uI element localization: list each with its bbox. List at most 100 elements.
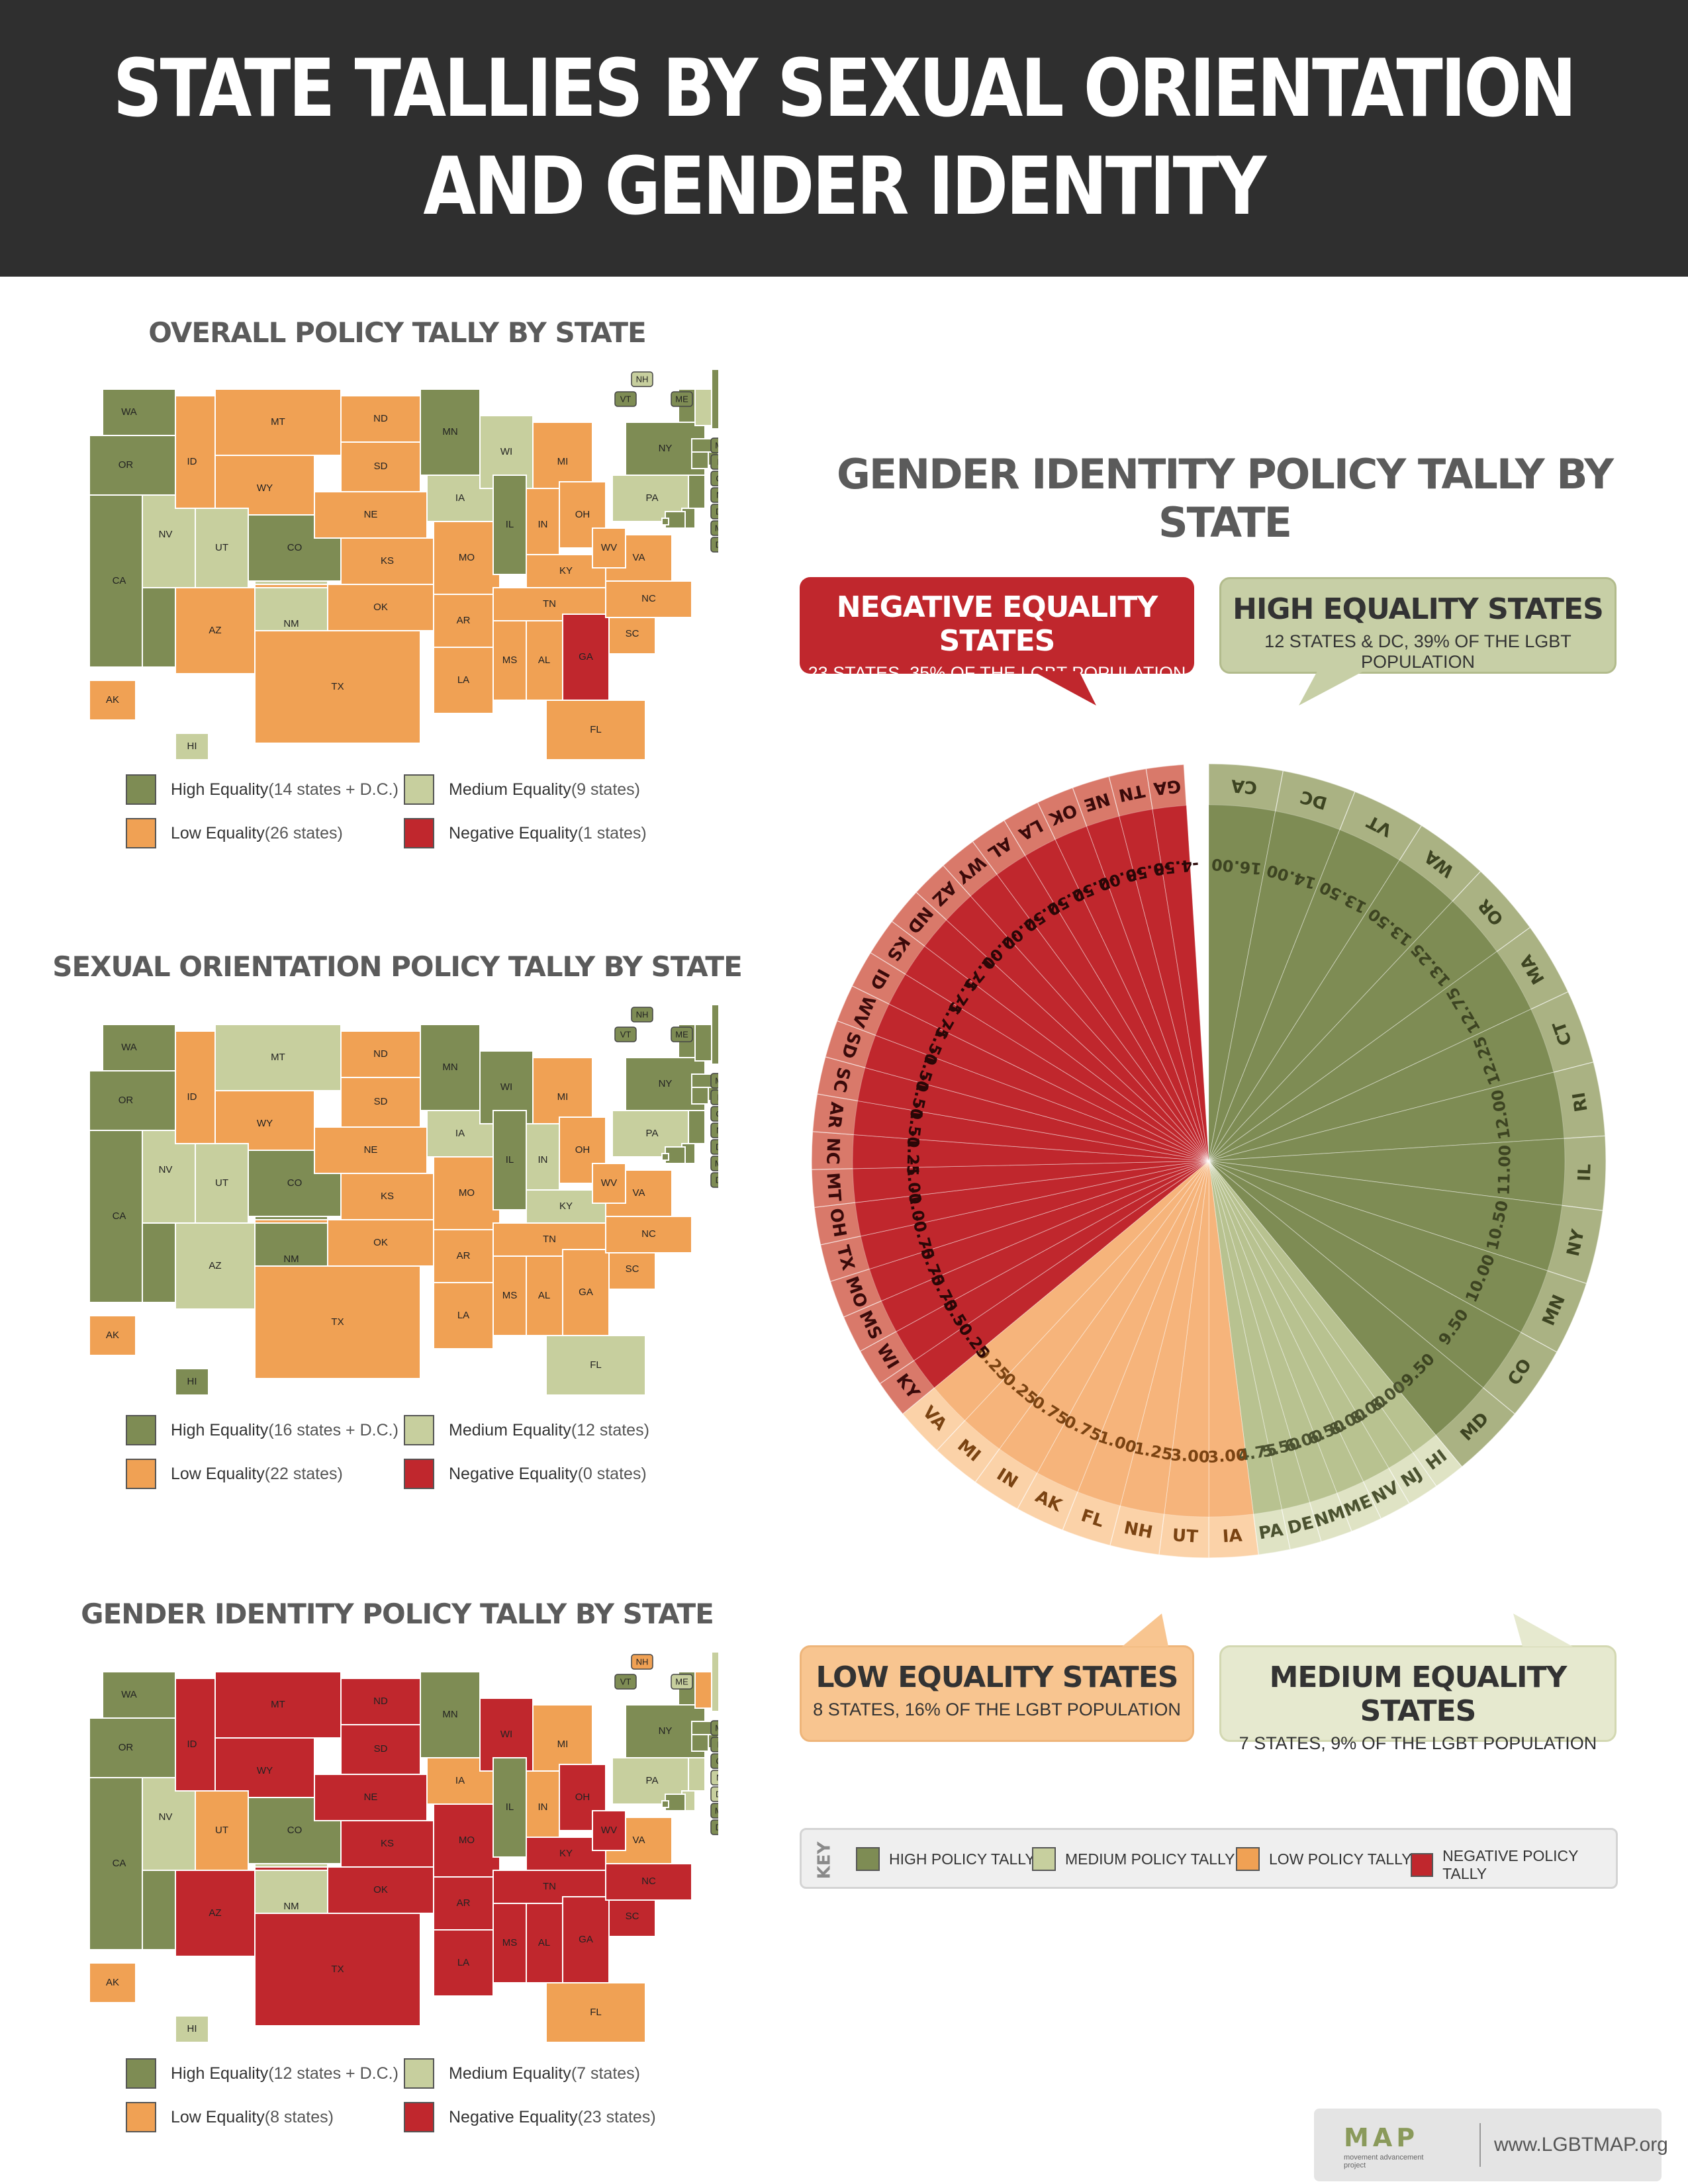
state-label-ca: CA	[113, 575, 126, 586]
state-mo	[433, 521, 500, 595]
state-label-wi: WI	[500, 446, 512, 457]
state-label-sd: SD	[374, 1096, 388, 1107]
state-label-fl: FL	[590, 2007, 602, 2018]
state-ne	[314, 491, 428, 539]
state-tag-box-ma	[710, 1073, 718, 1089]
state-mn	[420, 1671, 481, 1758]
pie-value-label-ut: 3.00	[1170, 1445, 1211, 1467]
state-nj	[688, 1757, 706, 1792]
state-nd	[340, 1030, 421, 1078]
state-nh	[694, 1671, 712, 1709]
state-mo	[433, 1156, 500, 1230]
state-label-mi: MI	[557, 1091, 569, 1103]
state-label-co: CO	[287, 542, 303, 553]
state-label-ne: NE	[364, 1144, 378, 1156]
state-tag-ma: MA	[715, 1075, 718, 1085]
state-ms	[492, 1255, 527, 1336]
pie-value-label-il: 11.00	[1495, 1145, 1515, 1196]
state-ok	[254, 584, 328, 588]
state-tag-nh: NH	[636, 374, 649, 384]
state-tag-me: ME	[675, 394, 688, 404]
legend-label: Low Equality	[171, 1464, 265, 1483]
state-tag-box-me	[671, 391, 693, 407]
state-tag-ri: RI	[718, 1092, 719, 1102]
state-ga	[562, 1249, 610, 1336]
state-label-la: LA	[457, 1957, 469, 1968]
state-label-ne: NE	[364, 509, 378, 520]
state-label-ms: MS	[502, 655, 518, 666]
state-tag-box-ri	[710, 454, 718, 470]
state-ar	[433, 1876, 494, 1931]
legend-label: Negative Equality	[449, 823, 578, 842]
legend-item-negative-equality: Negative Equality (23 states)	[404, 2102, 656, 2132]
legend-label: Medium Equality	[449, 2064, 571, 2083]
state-in	[526, 1770, 560, 1844]
legend-label: Low Equality	[171, 823, 265, 842]
state-label-fl: FL	[590, 724, 602, 735]
state-tag-de: DE	[716, 506, 718, 516]
state-tag-md: MD	[715, 523, 718, 533]
state-me	[711, 1651, 718, 1712]
page-title-line-2: AND GENDER IDENTITY	[423, 141, 1267, 233]
state-label-fl: FL	[590, 1359, 602, 1371]
state-label-wy: WY	[257, 1118, 273, 1129]
state-label-co: CO	[287, 1177, 303, 1189]
state-label-nv: NV	[159, 529, 173, 540]
state-label-wa: WA	[121, 1042, 137, 1053]
map-title-sexual-orientation: SEXUAL ORIENTATION POLICY TALLY BY STATE	[52, 950, 743, 983]
state-mn	[420, 388, 481, 476]
state-label-id: ID	[187, 456, 197, 467]
pie-state-label-ut: UT	[1172, 1525, 1199, 1547]
state-label-al: AL	[538, 1937, 550, 1948]
state-tag-md: MD	[715, 1805, 718, 1815]
legend-count: (8 states)	[264, 2107, 334, 2126]
state-tag-box-md	[710, 1156, 718, 1171]
legend-label: Negative Equality	[449, 1464, 578, 1483]
state-label-ny: NY	[659, 443, 673, 454]
state-ok	[327, 584, 434, 631]
legend-item-negative-equality: Negative Equality (0 states)	[404, 1459, 647, 1489]
state-label-al: AL	[538, 655, 550, 666]
state-label-la: LA	[457, 1310, 469, 1321]
state-label-ok: OK	[373, 1884, 388, 1895]
state-label-ga: GA	[579, 651, 593, 662]
website-link[interactable]: www.LGBTMAP.org	[1494, 2134, 1668, 2156]
legend-item-high-equality: High Equality (14 states + D.C.)	[126, 774, 399, 805]
state-nj	[688, 475, 706, 509]
legend-swatch	[404, 2058, 434, 2089]
state-sc	[608, 1896, 656, 1937]
state-label-mn: MN	[442, 1062, 457, 1073]
state-label-id: ID	[187, 1739, 197, 1750]
legend-swatch	[404, 818, 434, 848]
state-label-ga: GA	[579, 1934, 593, 1945]
callout-low-pointer	[1122, 1614, 1168, 1647]
state-ak	[89, 680, 136, 721]
state-label-ok: OK	[373, 602, 388, 613]
state-label-sc: SC	[626, 1911, 639, 1922]
state-tx	[254, 1265, 421, 1379]
state-tag-dc: DC	[716, 1822, 718, 1832]
legend-swatch	[126, 1459, 156, 1489]
state-ct	[691, 451, 709, 469]
state-label-nm: NM	[283, 618, 299, 629]
state-dc	[661, 1800, 669, 1808]
state-label-va: VA	[633, 1187, 645, 1199]
state-ok	[327, 1866, 434, 1914]
state-label-mi: MI	[557, 456, 569, 467]
pie-state-label-mt: MT	[822, 1172, 844, 1203]
state-nh	[694, 1024, 712, 1062]
state-label-nc: NC	[641, 593, 656, 604]
state-label-ia: IA	[455, 1775, 465, 1786]
key-label-medium: MEDIUM POLICY TALLY	[1065, 1850, 1235, 1868]
callout-high-title: HIGH EQUALITY STATES	[1233, 592, 1604, 626]
state-label-ar: AR	[457, 1250, 471, 1261]
state-tag-box-dc	[710, 537, 718, 553]
state-label-mo: MO	[459, 1187, 475, 1199]
state-tag-box-nh	[631, 371, 653, 387]
state-ga	[562, 1896, 610, 1983]
legend-count: (12 states)	[571, 1420, 649, 1439]
state-tag-me: ME	[675, 1029, 688, 1039]
state-hi	[175, 2015, 209, 2042]
state-tag-box-ct	[710, 471, 718, 486]
state-tag-vt: VT	[620, 1029, 632, 1039]
